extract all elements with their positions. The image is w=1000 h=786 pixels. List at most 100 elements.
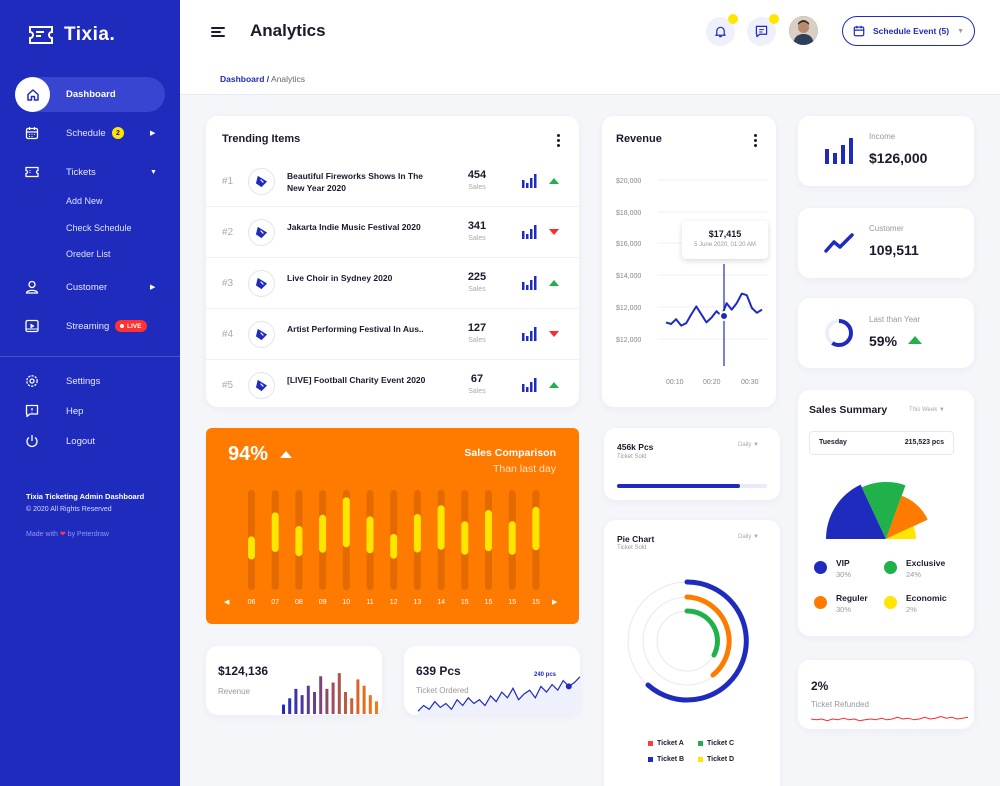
chevron-right-icon[interactable]: ▶ bbox=[552, 599, 558, 606]
comparison-x-label: 08 bbox=[295, 599, 303, 606]
sidebar-subitem-order-list[interactable]: Oreder List bbox=[66, 249, 111, 259]
y-tick-label: $12,000 bbox=[616, 337, 641, 344]
refund-line-chart bbox=[810, 715, 969, 722]
bar-chart-icon bbox=[825, 138, 853, 164]
revenue-mini-value: $124,136 bbox=[218, 664, 269, 678]
sidebar-item-logout[interactable]: Logout bbox=[0, 423, 180, 459]
sidebar-item-label: Schedule bbox=[66, 127, 106, 139]
progress-ring-value bbox=[825, 319, 853, 347]
ticket-ordered-line bbox=[417, 676, 580, 712]
sidebar-item-tickets[interactable]: Tickets ▼ bbox=[0, 154, 180, 190]
legend-dot bbox=[814, 561, 827, 574]
trending-row[interactable]: #4 Artist Performing Festival In Aus.. 127… bbox=[206, 309, 579, 360]
last-year-value: 59% bbox=[869, 333, 898, 349]
day-summary-box[interactable]: Tuesday 215,523 pcs bbox=[809, 431, 954, 455]
x-tick-label: 00:10 bbox=[666, 379, 684, 386]
comparison-x-label: 09 bbox=[319, 599, 327, 606]
comparison-bar bbox=[437, 505, 445, 550]
tooltip-date: 5 June 2020, 01:20 AM bbox=[694, 242, 756, 248]
sidebar-item-label: Dashboard bbox=[66, 89, 116, 100]
user-icon bbox=[24, 279, 40, 295]
sidebar-item-dashboard[interactable]: Dashboard bbox=[0, 77, 180, 112]
trending-row[interactable]: #2 Jakarta Indie Music Festival 2020 341 Sa… bbox=[206, 207, 579, 258]
legend-percent: 30% bbox=[836, 605, 852, 614]
legend-name: Exclusive bbox=[906, 558, 946, 568]
trending-row[interactable]: #1 Beautiful Fireworks Shows In The New Y… bbox=[206, 156, 579, 207]
trending-row[interactable]: #5 [LIVE] Football Charity Event 2020 67 Sa… bbox=[206, 360, 579, 411]
trending-title: Trending Items bbox=[222, 133, 301, 145]
tickets-sold-label: Ticket Sold bbox=[617, 454, 647, 460]
brand-logo[interactable]: Tixia. bbox=[28, 24, 115, 46]
last-year-card: Last than Year 59% bbox=[798, 298, 974, 368]
chat-icon bbox=[755, 25, 768, 38]
sales-summary-title: Sales Summary bbox=[809, 404, 888, 416]
comparison-x-label: 13 bbox=[414, 599, 422, 606]
revenue-focus-point[interactable] bbox=[719, 311, 729, 321]
revenue-mini-bar bbox=[300, 695, 304, 714]
avatar[interactable] bbox=[789, 16, 818, 45]
period-select[interactable]: This Week ▼ bbox=[909, 407, 945, 413]
comparison-x-label: 15 bbox=[508, 599, 516, 606]
sales-comparison-subtitle: Than last day bbox=[492, 463, 556, 475]
sales-comparison-bar-chart: ◀ ▶ 06 07 08 09 10 11 12 13 14 15 15 15 15 bbox=[224, 490, 558, 606]
hamburger-menu-icon[interactable] bbox=[211, 27, 225, 37]
revenue-mini-bar bbox=[331, 682, 335, 714]
sidebar-item-settings[interactable]: Settings bbox=[0, 363, 180, 399]
sidebar-subitem-check-schedule[interactable]: Check Schedule bbox=[66, 223, 132, 233]
income-card: Income $126,000 bbox=[798, 116, 974, 186]
sidebar-item-help[interactable]: Hep bbox=[0, 393, 180, 429]
mini-bar-chart-icon bbox=[522, 378, 538, 397]
period-select[interactable]: Daily ▼ bbox=[738, 442, 759, 448]
sidebar-item-schedule[interactable]: Schedule 2 ▶ bbox=[0, 115, 180, 151]
mini-bar-chart-icon bbox=[522, 174, 538, 193]
trending-unit: Sales bbox=[468, 235, 486, 242]
trending-row[interactable]: #3 Live Choir in Sydney 2020 225 Sales bbox=[206, 258, 579, 309]
comparison-bar bbox=[295, 526, 303, 557]
comparison-x-label: 12 bbox=[390, 599, 398, 606]
comparison-bar bbox=[366, 516, 374, 554]
revenue-mini-label: Revenue bbox=[218, 687, 251, 696]
legend-label: Ticket B bbox=[657, 756, 685, 763]
legend-name: Economic bbox=[906, 593, 947, 603]
comparison-x-label: 14 bbox=[437, 599, 445, 606]
top-header: Analytics Dashboard / Analytics Schedule… bbox=[180, 0, 1000, 95]
kebab-menu-icon[interactable] bbox=[754, 134, 757, 147]
schedule-event-button[interactable]: Schedule Event (5) ▼ bbox=[842, 16, 975, 46]
sidebar-item-label: Settings bbox=[66, 375, 101, 387]
up-arrow-icon bbox=[549, 178, 559, 184]
revenue-tooltip: $17,415 5 June 2020, 01:20 AM bbox=[682, 221, 768, 259]
y-tick-label: $18,000 bbox=[616, 210, 641, 217]
period-select[interactable]: Daily ▼ bbox=[738, 534, 759, 540]
ring-ticket-c bbox=[684, 608, 720, 658]
trending-rank: #3 bbox=[222, 278, 234, 289]
up-arrow-icon bbox=[908, 336, 922, 344]
footer-made-pre: Made with bbox=[26, 531, 58, 538]
comparison-x-label: 15 bbox=[485, 599, 493, 606]
revenue-mini-bar bbox=[313, 692, 316, 714]
sidebar-item-customer[interactable]: Customer ▶ bbox=[0, 269, 180, 305]
schedule-event-label: Schedule Event (5) bbox=[873, 26, 950, 36]
messages-dot bbox=[769, 14, 779, 24]
ticket-icon bbox=[24, 164, 40, 180]
up-arrow-icon bbox=[280, 451, 292, 458]
trending-sales: 341 bbox=[467, 220, 487, 232]
up-arrow-icon bbox=[549, 280, 559, 286]
revenue-mini-bar bbox=[356, 679, 360, 714]
ticket-ordered-card: 639 Pcs Ticket Ordered 240 pcs bbox=[404, 646, 580, 715]
trending-sales: 127 bbox=[467, 322, 487, 334]
sidebar-item-streaming[interactable]: Streaming LIVE bbox=[0, 308, 180, 344]
video-icon bbox=[24, 318, 40, 334]
sidebar-subitem-add-new[interactable]: Add New bbox=[66, 196, 103, 206]
breadcrumb-root[interactable]: Dashboard / bbox=[220, 74, 270, 84]
revenue-mini-bar bbox=[325, 688, 329, 714]
trending-sales: 225 bbox=[467, 271, 487, 283]
footer-made-with: Made with ❤ by Peterdraw bbox=[26, 530, 109, 538]
ticket-ordered-peak-point[interactable] bbox=[565, 683, 572, 690]
progress-ring bbox=[825, 319, 853, 347]
legend-name: Reguler bbox=[836, 593, 868, 603]
pie-chart-card: Pie Chart Ticket Sold Daily ▼ Ticket A Ti… bbox=[604, 520, 780, 786]
mini-bar-chart-icon bbox=[522, 225, 538, 244]
kebab-menu-icon[interactable] bbox=[557, 134, 560, 147]
chevron-left-icon[interactable]: ◀ bbox=[224, 599, 230, 606]
comparison-bar bbox=[461, 521, 469, 555]
